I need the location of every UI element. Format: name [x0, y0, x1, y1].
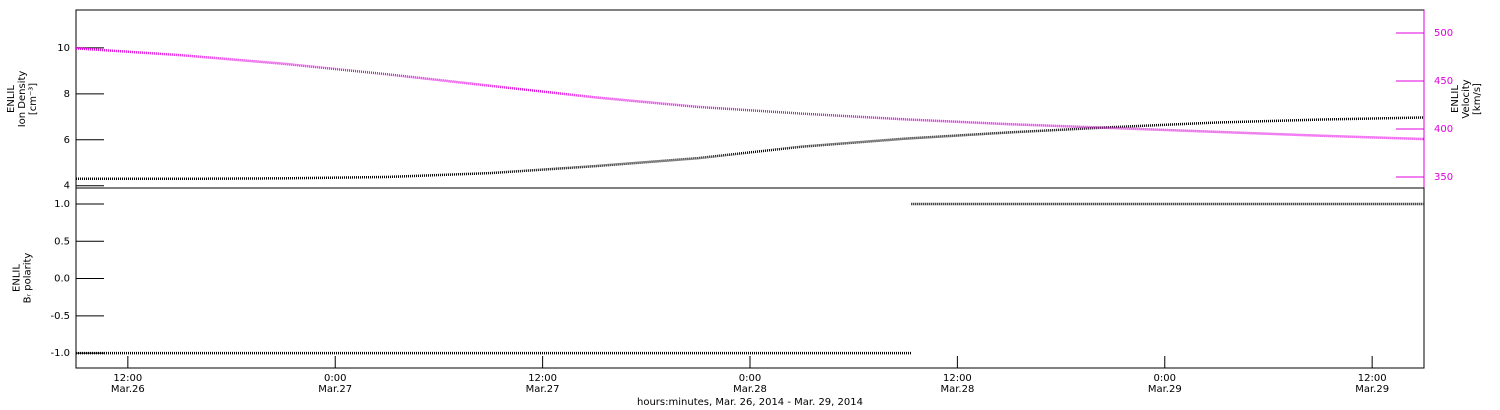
y-tick-label: 4 [64, 181, 70, 192]
x-tick-label: 12:00 [943, 373, 972, 384]
x-tick-label: 12:00 [1358, 373, 1387, 384]
y-tick-label: 0.5 [54, 236, 70, 247]
x-tick-date: Mar.27 [318, 384, 352, 395]
y2-axis-title: ENLIL [1450, 85, 1461, 113]
x-tick-date: Mar.29 [1148, 384, 1182, 395]
y2-tick-label: 450 [1434, 76, 1453, 87]
y-axis-title: [cm⁻³] [28, 83, 39, 115]
y-axis-title: ENLIL [12, 264, 23, 292]
x-tick-label: 12:00 [113, 373, 142, 384]
y-tick-label: 8 [64, 89, 70, 100]
y-axis-title: Ion Density [17, 71, 28, 128]
plot-frame [75, 187, 1425, 369]
y-axis-title: Bᵣ polarity [23, 253, 34, 304]
y2-axis-title: [km/s] [1472, 83, 1483, 115]
y2-tick-label: 500 [1434, 28, 1453, 39]
y-tick-label: 0.0 [54, 274, 70, 285]
x-tick-label: 0:00 [739, 373, 761, 384]
plot-frame [75, 9, 1425, 189]
y2-tick-label: 400 [1434, 124, 1453, 135]
x-tick-label: 0:00 [324, 373, 346, 384]
y-axis-title: ENLIL [6, 85, 17, 113]
y2-tick-label: 350 [1434, 172, 1453, 183]
x-tick-date: Mar.26 [111, 384, 145, 395]
y-tick-label: -0.5 [50, 311, 70, 322]
y-tick-label: 6 [64, 135, 70, 146]
x-tick-date: Mar.28 [940, 384, 974, 395]
x-tick-label: 12:00 [528, 373, 557, 384]
x-tick-label: 0:00 [1154, 373, 1176, 384]
x-tick-date: Mar.29 [1355, 384, 1389, 395]
y2-axis-title: Velocity [1461, 79, 1472, 118]
series-line [75, 47, 1425, 141]
y-tick-label: 1.0 [54, 199, 70, 210]
x-tick-date: Mar.28 [733, 384, 767, 395]
y-tick-label: -1.0 [50, 348, 70, 359]
x-axis-title: hours:minutes, Mar. 26, 2014 - Mar. 29, … [637, 397, 863, 408]
series-line [76, 116, 1425, 181]
x-tick-date: Mar.27 [526, 384, 560, 395]
series-line [76, 202, 1424, 355]
y-tick-label: 10 [57, 43, 70, 54]
